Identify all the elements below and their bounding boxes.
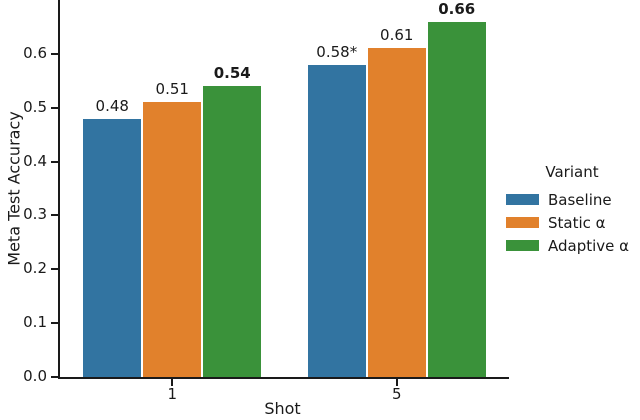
legend-swatch-baseline xyxy=(506,194,539,205)
legend-label-baseline: Baseline xyxy=(548,190,612,209)
bar-value-label-adaptive-shot-5: 0.66 xyxy=(438,0,476,18)
legend: Variant Baseline Static α Adaptive α xyxy=(506,163,638,257)
legend-swatch-static xyxy=(506,217,539,228)
plot-area: 0.0 0.1 0.2 0.3 0.4 0.5 0.6 0.48 0.51 0.54 1 0.58* 0… xyxy=(23,0,509,403)
y-tick-mark xyxy=(51,52,58,55)
legend-entry-static: Static α xyxy=(506,211,638,234)
y-tick-label: 0.3 xyxy=(23,205,47,224)
legend-swatch-adaptive xyxy=(506,240,539,251)
legend-title: Variant xyxy=(545,163,599,181)
legend-rows: Baseline Static α Adaptive α xyxy=(506,188,638,257)
y-tick-mark xyxy=(51,214,58,217)
bar-adaptive-shot-1 xyxy=(203,86,262,377)
y-tick-mark xyxy=(51,322,58,325)
y-tick-mark xyxy=(51,106,58,109)
y-tick-mark xyxy=(51,160,58,163)
legend-label-adaptive: Adaptive α xyxy=(548,236,630,255)
bar-static-shot-5 xyxy=(367,48,426,377)
y-axis-label: Meta Test Accuracy xyxy=(4,111,24,266)
bar-static-shot-1 xyxy=(143,102,202,377)
bar-value-label-static-shot-5: 0.61 xyxy=(380,26,414,45)
x-axis-label: Shot xyxy=(264,399,301,418)
legend-entry-baseline: Baseline xyxy=(506,188,638,211)
legend-entry-adaptive: Adaptive α xyxy=(506,234,638,257)
x-tick-label-1: 1 xyxy=(167,385,178,403)
y-tick-label: 0.2 xyxy=(23,259,47,278)
x-tick-label-5: 5 xyxy=(391,385,402,403)
bar-value-label-adaptive-shot-1: 0.54 xyxy=(213,64,251,83)
bar-value-label-baseline-shot-5: 0.58* xyxy=(316,42,358,61)
y-tick-label: 0.6 xyxy=(23,43,47,62)
legend-label-static: Static α xyxy=(548,213,606,232)
bar-value-label-baseline-shot-1: 0.48 xyxy=(95,96,129,115)
bar-baseline-shot-1 xyxy=(83,118,142,377)
bar-value-label-static-shot-1: 0.51 xyxy=(155,80,189,99)
bar-baseline-shot-5 xyxy=(307,64,366,377)
y-tick-mark xyxy=(51,376,58,378)
x-tick-mark xyxy=(395,379,398,386)
y-tick-mark xyxy=(51,268,58,271)
y-tick-label: 0.1 xyxy=(23,313,47,332)
y-tick-label: 0.5 xyxy=(23,97,47,116)
y-tick-label: 0.4 xyxy=(23,151,47,170)
y-tick-label: 0.0 xyxy=(23,367,47,385)
bar-adaptive-shot-5 xyxy=(427,21,486,377)
x-tick-mark xyxy=(171,379,174,386)
